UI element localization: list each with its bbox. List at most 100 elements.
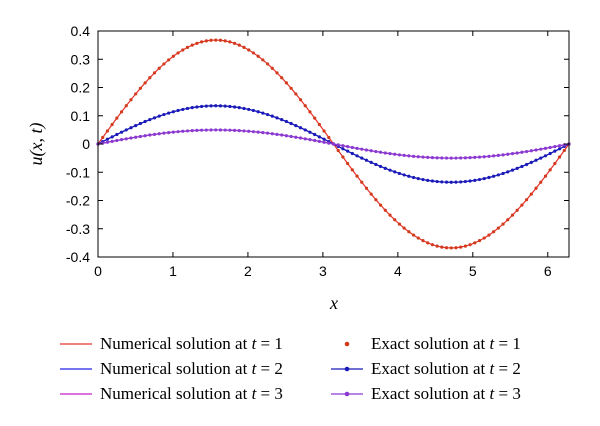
data-point [346, 145, 350, 149]
data-point [496, 173, 500, 177]
data-point [360, 180, 364, 184]
data-point [331, 142, 336, 146]
data-point [251, 130, 256, 134]
data-point [402, 226, 406, 230]
data-point [355, 154, 359, 158]
data-point [534, 186, 538, 190]
data-point [115, 132, 119, 137]
data-point [317, 135, 321, 139]
data-point [251, 51, 256, 55]
data-point [416, 236, 420, 240]
data-point [195, 41, 199, 45]
y-tick-label: 0.4 [71, 23, 91, 39]
data-point [379, 150, 383, 154]
data-point [181, 129, 185, 133]
data-point [421, 155, 425, 159]
data-point [280, 118, 284, 122]
data-point [336, 143, 340, 147]
data-point [308, 130, 312, 134]
x-tick-label: 3 [319, 263, 327, 279]
data-point [355, 174, 359, 178]
data-point [195, 128, 199, 132]
data-point [543, 174, 548, 178]
data-point [152, 132, 157, 136]
data-point [138, 86, 142, 90]
data-point [265, 131, 270, 135]
data-point [444, 156, 449, 160]
data-point [209, 128, 213, 132]
data-point [543, 146, 548, 150]
data-point [496, 153, 500, 157]
data-point [214, 38, 218, 42]
data-point [454, 180, 458, 184]
data-point [520, 203, 524, 207]
x-tick-label: 4 [394, 263, 402, 279]
data-point [557, 144, 562, 148]
data-point [430, 179, 435, 183]
data-point [515, 151, 519, 155]
legend: Numerical solution at t = 1 Exact solutio… [60, 334, 521, 403]
data-point [317, 122, 321, 127]
data-point [374, 198, 378, 202]
data-point [322, 140, 326, 144]
data-point [152, 116, 157, 120]
data-point [317, 139, 321, 143]
data-point [261, 111, 265, 115]
data-point [444, 246, 449, 250]
legend-label: Numerical solution at t = 2 [100, 359, 283, 378]
data-point [463, 244, 467, 248]
data-point [294, 123, 298, 128]
data-point [374, 162, 378, 167]
data-point [162, 112, 166, 117]
data-point [430, 156, 435, 160]
data-point [440, 180, 444, 184]
data-point [143, 119, 147, 124]
data-point [468, 243, 472, 247]
data-point [289, 121, 293, 126]
data-point [129, 98, 133, 102]
series-2 [96, 38, 571, 250]
data-point [515, 166, 519, 170]
data-point [190, 129, 194, 133]
data-point [341, 147, 345, 151]
data-point [477, 177, 482, 182]
data-point [181, 48, 185, 52]
data-point [393, 218, 397, 222]
series-6 [96, 128, 571, 160]
data-point [232, 105, 237, 109]
data-point [157, 132, 161, 136]
data-point [454, 246, 458, 250]
x-tick-label: 5 [469, 263, 477, 279]
data-point [496, 226, 500, 230]
data-point [176, 130, 180, 134]
data-point [167, 58, 171, 62]
data-point [190, 43, 194, 47]
data-point [482, 236, 486, 240]
data-point [379, 164, 383, 169]
data-point [379, 203, 383, 207]
data-point [298, 136, 303, 140]
data-point [383, 166, 387, 170]
data-point [261, 131, 265, 135]
data-point [124, 104, 128, 108]
data-point [506, 218, 510, 222]
data-point [487, 154, 491, 158]
data-point [397, 171, 402, 176]
data-point [553, 149, 557, 153]
data-point [218, 104, 223, 108]
data-point [482, 176, 486, 181]
data-point [181, 107, 185, 112]
data-point [176, 108, 180, 113]
data-point [510, 213, 515, 217]
legend-swatch-marker [344, 391, 350, 397]
data-point [369, 160, 373, 165]
data-point [143, 81, 147, 85]
data-point [204, 104, 208, 108]
data-point [289, 86, 293, 90]
data-point [195, 105, 199, 109]
data-point [157, 66, 161, 70]
x-tick-label: 0 [94, 263, 102, 279]
data-point [171, 110, 175, 114]
legend-label: Exact solution at t = 2 [371, 359, 521, 378]
data-point [237, 43, 241, 47]
